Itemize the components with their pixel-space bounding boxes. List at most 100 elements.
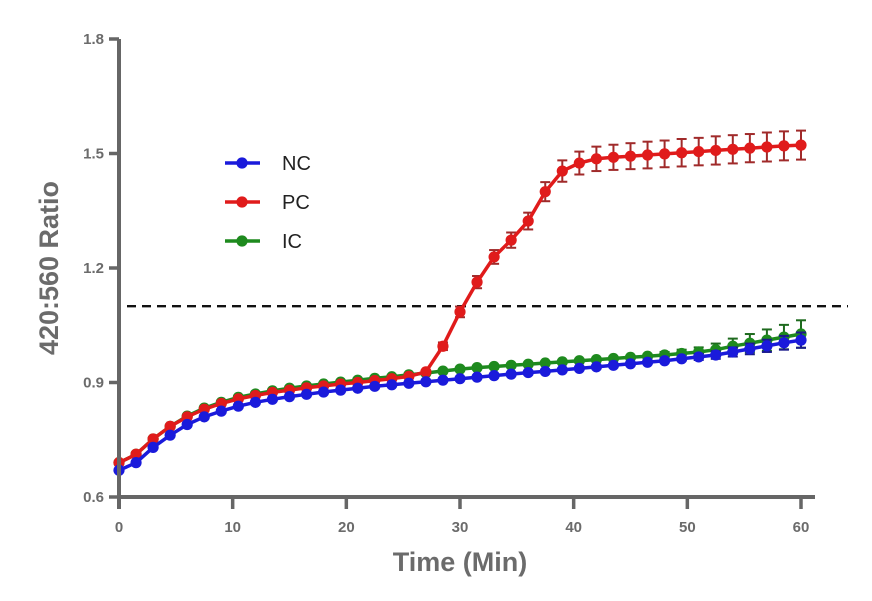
x-tick-label: 10 [224,519,241,536]
data-point-nc [795,334,807,346]
data-point-pc [607,151,620,163]
legend-item-pc: PC [225,192,310,214]
y-tick-label: 0.9 [83,375,104,392]
data-point-nc [624,358,637,370]
data-point-nc [164,429,176,441]
data-point-pc [573,157,585,169]
legend-label: IC [282,231,302,253]
data-point-nc [232,400,244,412]
data-point-pc [710,144,722,157]
data-point-pc [778,140,790,152]
data-point-nc [266,393,279,405]
data-point-nc [659,355,671,367]
data-point-nc [215,405,227,417]
data-point-pc [130,448,142,460]
x-axis-title: Time (Min) [393,547,528,577]
data-point-pc [590,153,603,165]
data-point-pc [693,145,705,158]
data-point-pc [539,186,551,198]
data-point-pc [471,276,483,288]
data-point-nc [420,376,432,388]
data-point-nc [590,361,603,373]
data-point-ic [488,360,500,373]
data-point-nc [198,411,210,423]
data-point-pc [556,165,568,177]
data-point-ic [437,365,449,377]
data-point-nc [181,418,193,431]
data-point-pc [505,234,517,246]
data-point-nc [488,370,500,382]
data-point-pc [147,433,159,445]
data-point-pc [488,251,500,263]
data-point-nc [369,380,381,392]
data-point-nc [335,384,347,396]
data-point-nc [727,346,739,358]
data-point-pc [437,340,449,352]
data-point-nc [471,371,483,383]
data-point-nc [403,377,415,389]
data-point-nc [693,351,705,363]
data-point-nc [283,391,296,403]
data-point-ic [539,357,551,369]
data-point-nc [778,337,790,349]
legend-label: NC [282,153,311,175]
data-point-nc [130,457,142,469]
series-layer [113,129,807,476]
data-point-nc [556,364,568,376]
data-point-pc [624,150,637,162]
data-point-nc [386,379,398,391]
legend-label: PC [282,192,310,214]
x-tick-label: 30 [452,519,469,536]
data-point-ic [556,356,568,368]
data-point-ic [471,362,483,374]
series-ic [113,319,807,469]
data-point-nc [607,359,620,371]
data-point-pc [420,366,432,378]
y-tick-label: 1.2 [83,260,104,277]
x-tick-label: 0 [115,519,123,536]
legend-item-ic: IC [225,231,302,253]
y-tick-label: 0.6 [83,489,104,506]
data-point-nc [539,365,551,378]
data-point-nc [676,353,688,365]
data-point-nc [352,382,364,394]
legend-swatch-marker [236,235,248,247]
x-tick-label: 60 [793,519,810,536]
data-point-nc [505,368,517,380]
data-point-pc [164,420,176,432]
data-point-pc [659,148,671,160]
data-point-nc [318,386,330,398]
data-point-pc [676,147,688,159]
data-point-pc [795,139,807,151]
data-point-nc [522,366,534,379]
data-point-pc [727,143,739,155]
series-nc [113,331,807,476]
data-point-pc [641,149,654,161]
legend: NC PC IC [225,153,311,253]
legend-swatch-marker [236,157,248,169]
data-point-nc [641,356,654,368]
y-tick-label: 1.5 [83,146,104,163]
data-point-nc [744,343,756,355]
x-tick-label: 50 [679,519,696,536]
data-point-ic [505,359,517,371]
data-point-nc [573,362,585,374]
data-point-nc [761,340,773,352]
data-point-nc [147,441,159,453]
axes-layer: 0.6 0.9 1.2 1.5 1.8 0 10 20 30 40 50 60 [83,31,815,536]
data-point-nc [437,374,449,386]
legend-item-nc: NC [225,153,311,175]
data-point-nc [249,396,261,408]
data-point-pc [454,306,466,318]
data-point-ic [522,358,534,370]
data-point-ic [454,363,466,375]
y-tick-label: 1.8 [83,31,104,48]
data-point-nc [300,388,313,400]
x-tick-label: 40 [565,519,582,536]
legend-swatch-marker [236,196,248,208]
x-tick-label: 20 [338,519,355,536]
series-pc [113,129,807,469]
data-point-nc [454,373,466,385]
data-point-pc [761,141,773,153]
